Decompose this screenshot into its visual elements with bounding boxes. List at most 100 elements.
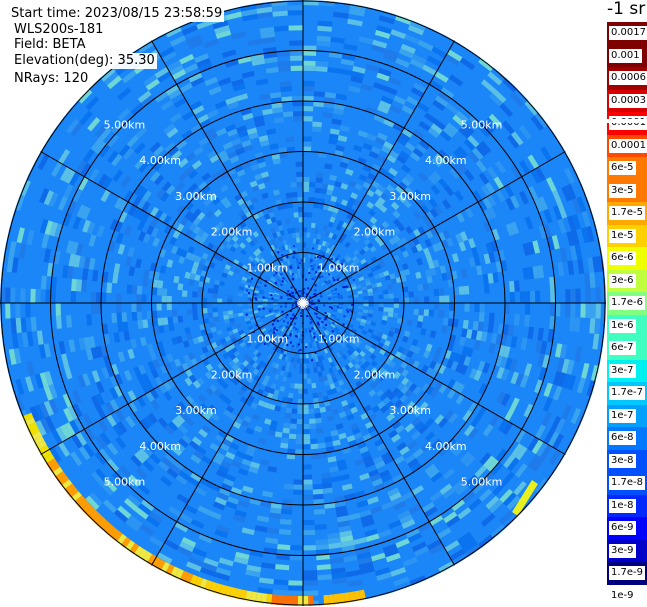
clutter-speck xyxy=(248,292,251,295)
field-gate xyxy=(303,242,307,248)
field-gate xyxy=(239,221,247,229)
field-gate xyxy=(49,446,62,463)
field-gate xyxy=(171,336,179,346)
field-gate xyxy=(175,414,186,425)
field-gate xyxy=(209,482,221,493)
field-gate xyxy=(376,132,388,142)
field-gate xyxy=(198,136,210,147)
clutter-speck xyxy=(289,334,292,337)
field-gate xyxy=(194,274,201,281)
clutter-speck xyxy=(342,323,345,326)
field-gate xyxy=(314,346,319,352)
field-gate xyxy=(190,267,198,275)
field-gate xyxy=(100,67,116,82)
field-gate xyxy=(250,163,260,171)
field-gate xyxy=(386,184,396,194)
field-gate xyxy=(287,590,303,596)
field-gate xyxy=(329,361,336,368)
field-gate xyxy=(196,377,205,386)
field-gate xyxy=(248,132,259,140)
field-gate xyxy=(11,225,21,243)
field-gate xyxy=(237,388,246,397)
field-gate xyxy=(315,177,323,184)
field-gate xyxy=(189,253,197,262)
field-gate xyxy=(282,279,288,285)
field-gate xyxy=(280,508,293,515)
field-gate xyxy=(299,358,303,364)
field-gate xyxy=(241,419,250,428)
field-gate xyxy=(255,351,262,358)
field-gate xyxy=(13,348,22,364)
field-gate xyxy=(120,175,132,188)
field-gate xyxy=(413,82,427,94)
field-gate xyxy=(460,436,472,449)
field-gate xyxy=(388,76,402,87)
field-gate xyxy=(295,252,299,259)
field-gate xyxy=(127,246,135,258)
field-gate xyxy=(595,303,601,319)
field-gate xyxy=(78,255,86,269)
field-gate xyxy=(327,274,334,280)
field-gate xyxy=(313,202,319,209)
field-gate xyxy=(36,330,44,345)
field-gate xyxy=(483,283,490,294)
field-gate xyxy=(134,507,149,520)
field-gate xyxy=(243,273,250,279)
field-gate xyxy=(207,132,219,142)
field-gate xyxy=(184,165,195,176)
field-gate xyxy=(246,376,254,384)
field-gate xyxy=(222,268,230,275)
field-gate xyxy=(24,198,35,215)
field-gate xyxy=(85,348,94,361)
field-gate xyxy=(188,374,197,384)
field-gate xyxy=(199,567,216,577)
field-gate xyxy=(70,241,79,255)
field-gate xyxy=(277,258,283,264)
field-gate xyxy=(329,128,340,136)
field-gate xyxy=(197,263,204,271)
field-gate xyxy=(76,388,87,402)
clutter-speck xyxy=(272,323,275,326)
colorbar-cell: 3e-9 xyxy=(607,539,647,562)
field-gate xyxy=(276,335,281,342)
field-gate xyxy=(258,505,271,513)
field-gate xyxy=(266,128,277,136)
field-gate xyxy=(331,480,342,488)
field-gate xyxy=(289,50,303,56)
field-gate xyxy=(337,306,344,310)
field-gate xyxy=(118,199,129,212)
field-gate xyxy=(352,249,360,256)
field-gate xyxy=(205,408,215,417)
field-gate xyxy=(458,286,465,295)
field-gate xyxy=(176,335,183,344)
field-gate xyxy=(256,280,263,285)
field-gate xyxy=(323,330,329,336)
field-gate xyxy=(60,353,69,368)
field-gate xyxy=(376,442,387,452)
field-gate xyxy=(280,437,289,444)
field-gate xyxy=(228,314,234,319)
field-gate xyxy=(169,236,178,246)
field-gate xyxy=(574,346,583,362)
field-gate xyxy=(303,444,311,450)
field-gate xyxy=(402,199,412,209)
field-gate xyxy=(224,228,232,236)
field-gate xyxy=(158,212,168,223)
field-gate xyxy=(290,263,294,270)
field-gate xyxy=(303,60,316,66)
field-gate xyxy=(237,98,250,107)
field-gate xyxy=(418,139,431,150)
field-gate xyxy=(509,397,520,411)
field-gate xyxy=(438,445,450,457)
field-gate xyxy=(14,395,25,412)
field-gate xyxy=(349,330,356,337)
field-gate xyxy=(231,337,238,344)
field-gate xyxy=(305,353,309,359)
field-gate xyxy=(125,236,134,247)
field-gate xyxy=(123,498,138,512)
field-gate xyxy=(277,347,283,354)
field-gate xyxy=(375,487,388,497)
field-gate xyxy=(166,295,172,303)
field-gate xyxy=(241,458,252,467)
field-gate xyxy=(256,254,263,261)
